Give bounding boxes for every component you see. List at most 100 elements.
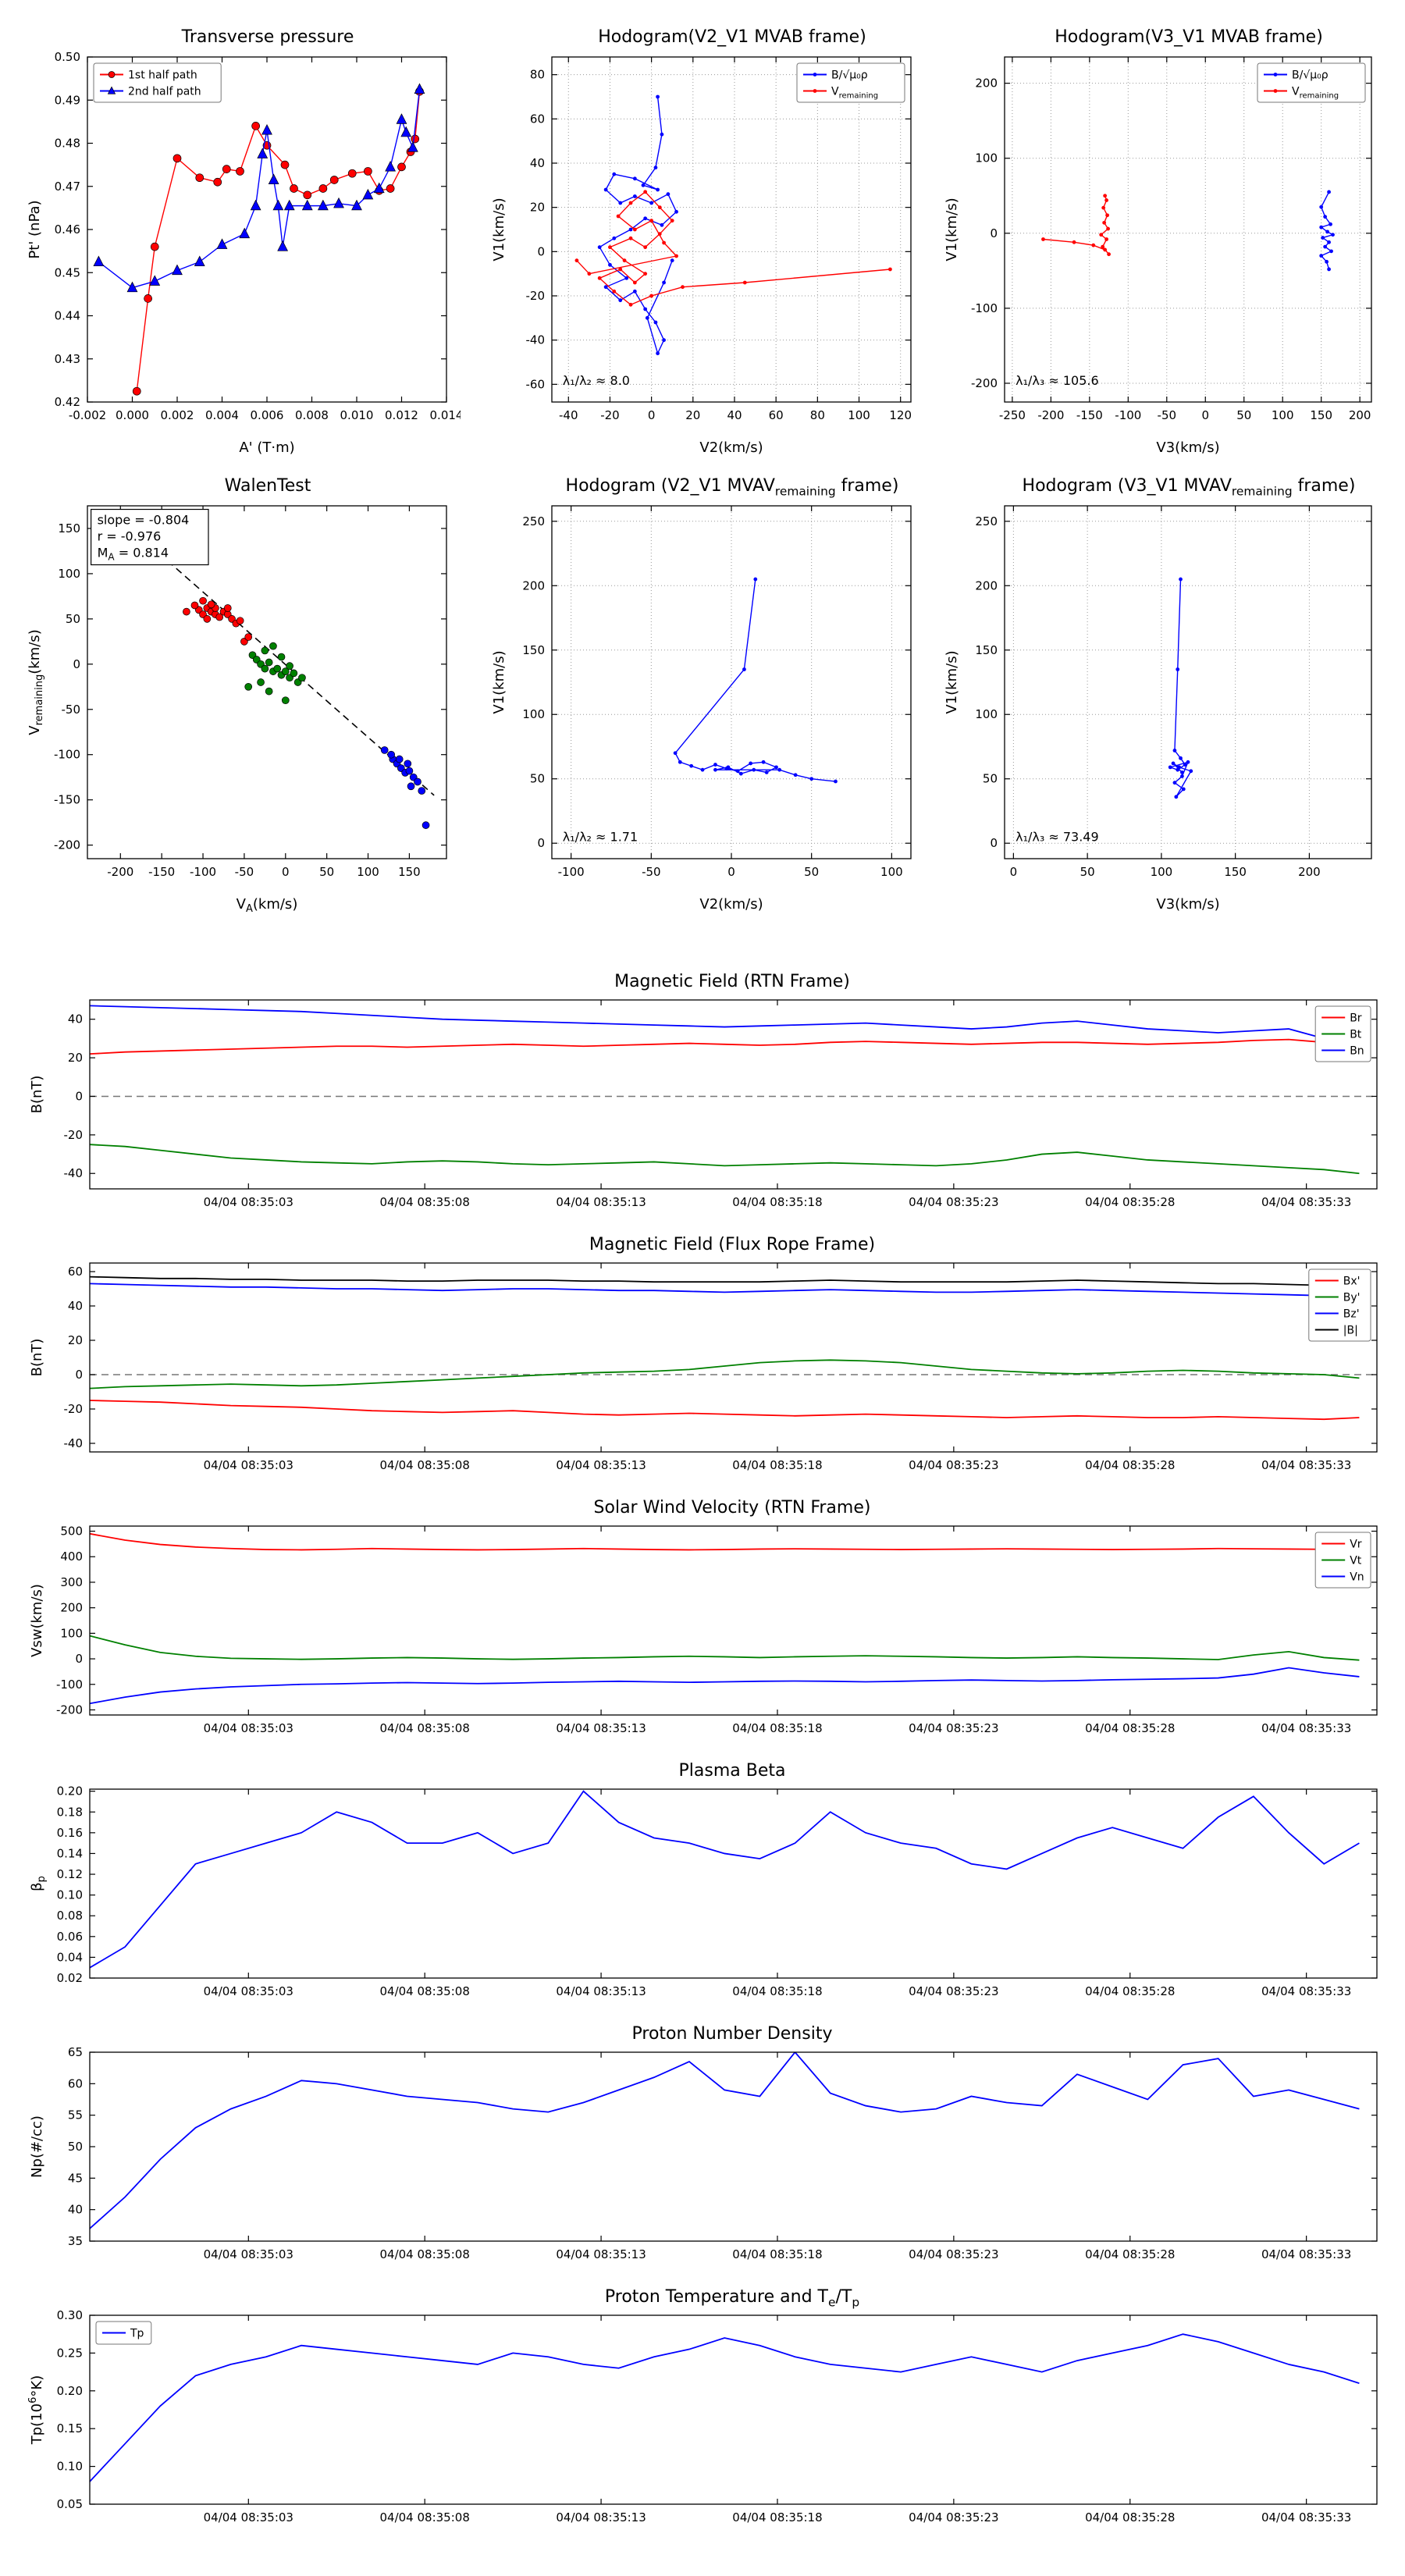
svg-text:04/04 08:35:08: 04/04 08:35:08 bbox=[380, 2510, 470, 2524]
svg-text:60: 60 bbox=[769, 408, 784, 422]
svg-text:04/04 08:35:28: 04/04 08:35:28 bbox=[1085, 1984, 1175, 1998]
svg-text:V2(km/s): V2(km/s) bbox=[699, 896, 763, 913]
chart-svg-walen_test: -200 -150 -100 -50 0 50 100 150 -200 -150 -100 -50 0… bbox=[27, 505, 447, 915]
svg-text:B(nT): B(nT) bbox=[29, 1339, 45, 1377]
plot-area bbox=[673, 577, 838, 784]
svg-text:100: 100 bbox=[880, 865, 903, 879]
svg-text:400: 400 bbox=[60, 1550, 83, 1564]
svg-text:λ₁/λ₂ ≈ 8.0: λ₁/λ₂ ≈ 8.0 bbox=[563, 373, 630, 388]
svg-text:50: 50 bbox=[1236, 408, 1251, 422]
plot-area bbox=[574, 94, 892, 356]
svg-text:50: 50 bbox=[319, 865, 334, 879]
svg-text:04/04 08:35:13: 04/04 08:35:13 bbox=[556, 1458, 646, 1472]
svg-text:04/04 08:35:18: 04/04 08:35:18 bbox=[732, 1195, 822, 1209]
svg-text:V1(km/s): V1(km/s) bbox=[491, 650, 507, 713]
svg-text:-20: -20 bbox=[600, 408, 620, 422]
svg-text:λ₁/λ₃ ≈ 73.49: λ₁/λ₃ ≈ 73.49 bbox=[1016, 829, 1099, 844]
svg-text:-150: -150 bbox=[54, 793, 80, 807]
svg-text:0.10: 0.10 bbox=[57, 2460, 83, 2474]
chart-title-transverse-pressure: Transverse pressure bbox=[181, 27, 354, 47]
svg-text:0: 0 bbox=[990, 836, 998, 850]
svg-text:35: 35 bbox=[68, 2234, 83, 2248]
svg-text:04/04 08:35:03: 04/04 08:35:03 bbox=[204, 1195, 293, 1209]
svg-text:250: 250 bbox=[522, 514, 545, 528]
legend: Br Bt Bn bbox=[1314, 1005, 1371, 1062]
svg-text:-200: -200 bbox=[971, 376, 998, 390]
svg-text:V2(km/s): V2(km/s) bbox=[699, 439, 763, 456]
svg-text:-40: -40 bbox=[64, 1436, 84, 1450]
svg-text:20: 20 bbox=[68, 1333, 83, 1347]
svg-text:0.012: 0.012 bbox=[385, 408, 418, 422]
svg-text:0: 0 bbox=[75, 1652, 83, 1666]
svg-text:0.48: 0.48 bbox=[55, 137, 80, 151]
svg-text:λ₁/λ₃ ≈ 105.6: λ₁/λ₃ ≈ 105.6 bbox=[1016, 373, 1099, 388]
svg-text:40: 40 bbox=[68, 1012, 83, 1026]
svg-text:150: 150 bbox=[1224, 865, 1247, 879]
svg-text:0: 0 bbox=[1010, 865, 1018, 879]
svg-text:04/04 08:35:03: 04/04 08:35:03 bbox=[204, 1721, 293, 1735]
svg-text:-50: -50 bbox=[62, 703, 81, 717]
chart-title-hodogram-v3v1-mvab: Hodogram(V3_V1 MVAB frame) bbox=[1055, 27, 1323, 47]
chart-title-hodogram-v3v1-mvav: Hodogram (V3_V1 MVAVremaining frame) bbox=[1022, 476, 1356, 499]
svg-text:Pt' (nPa): Pt' (nPa) bbox=[27, 200, 43, 258]
chart-svg-beta: 04/04 08:35:03 04/04 08:35:08 04/04 08:35:… bbox=[29, 1784, 1378, 1998]
svg-text:04/04 08:35:23: 04/04 08:35:23 bbox=[909, 1195, 998, 1209]
chart-hodogram-v3v1-mvav: Hodogram (V3_V1 MVAVremaining frame) 0 50… bbox=[933, 468, 1385, 921]
svg-text:04/04 08:35:13: 04/04 08:35:13 bbox=[556, 1721, 646, 1735]
svg-text:|B|: |B| bbox=[1343, 1325, 1358, 1337]
svg-text:04/04 08:35:08: 04/04 08:35:08 bbox=[380, 1984, 470, 1998]
svg-text:0.04: 0.04 bbox=[57, 1950, 83, 1964]
svg-text:0.46: 0.46 bbox=[55, 222, 80, 237]
svg-text:0.44: 0.44 bbox=[55, 309, 80, 323]
svg-text:-100: -100 bbox=[56, 1678, 83, 1692]
plot-area bbox=[93, 83, 425, 396]
svg-text:0.16: 0.16 bbox=[57, 1826, 83, 1840]
svg-text:200: 200 bbox=[975, 578, 998, 592]
legend: Tp bbox=[95, 2321, 152, 2345]
svg-text:04/04 08:35:33: 04/04 08:35:33 bbox=[1261, 2510, 1351, 2524]
svg-text:V3(km/s): V3(km/s) bbox=[1156, 896, 1219, 913]
svg-text:0.20: 0.20 bbox=[57, 2384, 83, 2398]
svg-text:120: 120 bbox=[889, 408, 912, 422]
svg-text:-50: -50 bbox=[235, 865, 254, 879]
svg-text:-100: -100 bbox=[971, 301, 998, 315]
svg-text:50: 50 bbox=[530, 772, 545, 786]
svg-text:-200: -200 bbox=[107, 865, 133, 879]
svg-text:0: 0 bbox=[537, 836, 545, 850]
svg-text:1st half path: 1st half path bbox=[128, 69, 197, 82]
svg-text:04/04 08:35:28: 04/04 08:35:28 bbox=[1085, 2510, 1175, 2524]
svg-text:200: 200 bbox=[60, 1601, 83, 1615]
plot-area bbox=[1168, 577, 1193, 799]
svg-text:04/04 08:35:23: 04/04 08:35:23 bbox=[909, 2247, 998, 2261]
svg-text:50: 50 bbox=[804, 865, 819, 879]
svg-text:0: 0 bbox=[75, 1368, 83, 1382]
svg-text:-100: -100 bbox=[190, 865, 216, 879]
svg-text:0.002: 0.002 bbox=[161, 408, 194, 422]
svg-text:04/04 08:35:03: 04/04 08:35:03 bbox=[204, 2510, 293, 2524]
svg-text:40: 40 bbox=[68, 2203, 83, 2217]
svg-text:20: 20 bbox=[685, 408, 700, 422]
svg-text:-200: -200 bbox=[56, 1703, 83, 1717]
svg-text:0: 0 bbox=[75, 1089, 83, 1103]
svg-text:100: 100 bbox=[357, 865, 379, 879]
svg-text:04/04 08:35:28: 04/04 08:35:28 bbox=[1085, 1721, 1175, 1735]
svg-text:0: 0 bbox=[537, 244, 545, 258]
svg-text:40: 40 bbox=[530, 156, 545, 170]
chart-hodogram-v2v1-mvab: Hodogram(V2_V1 MVAB frame) -40 -20 0 20 40 60… bbox=[480, 20, 925, 464]
plot-area bbox=[90, 2333, 1360, 2482]
plot-area bbox=[90, 1005, 1360, 1175]
svg-text:60: 60 bbox=[68, 2076, 83, 2090]
svg-text:0.43: 0.43 bbox=[55, 352, 80, 366]
svg-text:-250: -250 bbox=[999, 408, 1026, 422]
svg-text:-200: -200 bbox=[54, 838, 80, 852]
svg-text:Vn: Vn bbox=[1350, 1571, 1364, 1584]
chart-svg-transverse_pressure: -0.002 0.000 0.002 0.004 0.006 0.008 0.010 0.01… bbox=[27, 50, 461, 456]
svg-text:0: 0 bbox=[282, 865, 290, 879]
svg-text:20: 20 bbox=[68, 1051, 83, 1065]
svg-text:04/04 08:35:33: 04/04 08:35:33 bbox=[1261, 1458, 1351, 1472]
chart-title-plasma-beta: Plasma Beta bbox=[678, 1761, 786, 1781]
svg-text:04/04 08:35:03: 04/04 08:35:03 bbox=[204, 2247, 293, 2261]
svg-text:200: 200 bbox=[1349, 408, 1371, 422]
svg-text:0.02: 0.02 bbox=[57, 1971, 83, 1985]
svg-text:04/04 08:35:03: 04/04 08:35:03 bbox=[204, 1984, 293, 1998]
